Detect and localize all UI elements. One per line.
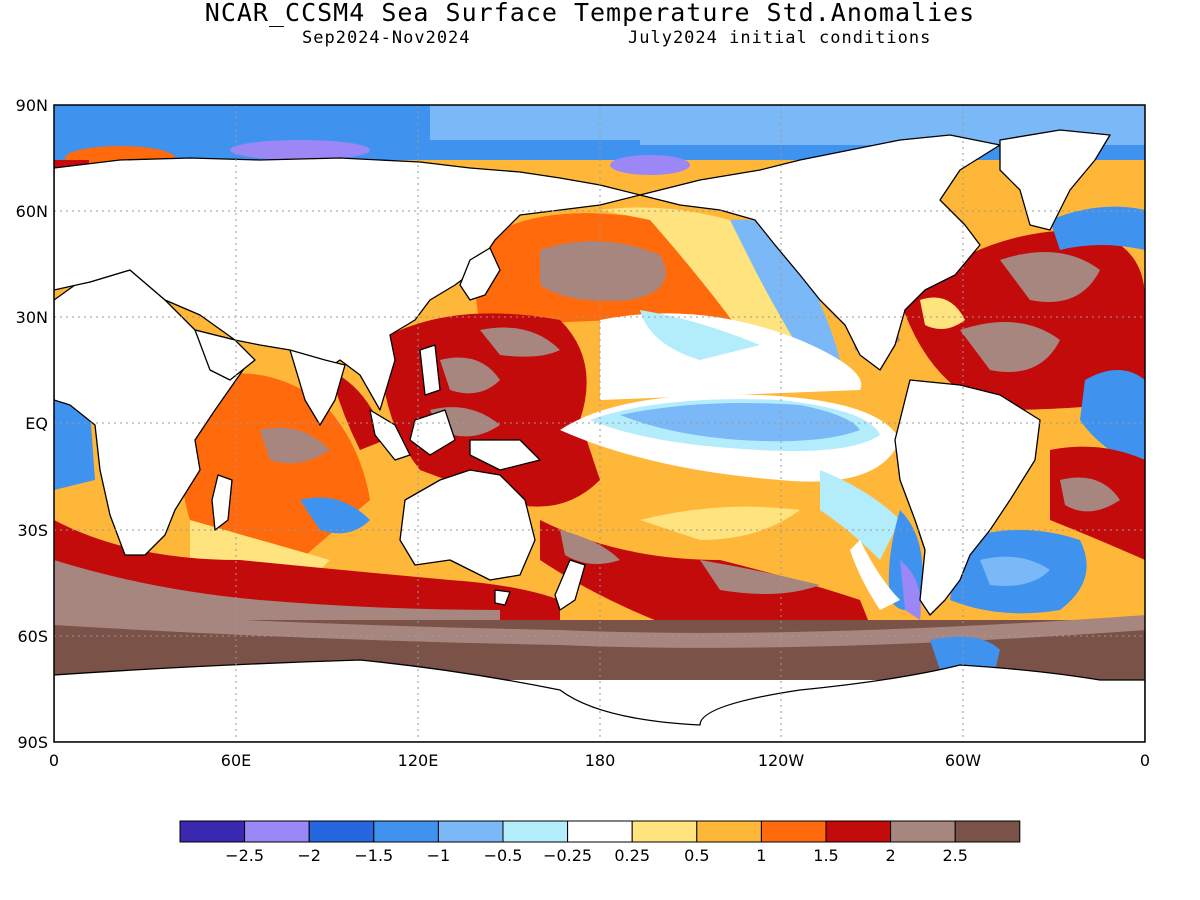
forecast-period: Sep2024-Nov2024 bbox=[302, 28, 471, 48]
lat-tick-label: 90N bbox=[16, 96, 48, 115]
initial-conditions: July2024 initial conditions bbox=[628, 28, 932, 48]
map-frame bbox=[53, 104, 1146, 743]
lon-tick-label: 60E bbox=[221, 751, 251, 770]
lat-tick-label: 30S bbox=[17, 521, 48, 540]
legend-label: 1.5 bbox=[813, 846, 838, 865]
legend-swatch bbox=[502, 820, 569, 843]
lat-tick-label: 60S bbox=[17, 627, 48, 646]
land-philippines bbox=[419, 344, 441, 396]
legend-swatch bbox=[954, 820, 1021, 843]
latitude-axis: 90N 60N 30N EQ 30S 60S 90S bbox=[16, 96, 48, 752]
legend-label: −1 bbox=[427, 846, 451, 865]
land-borneo bbox=[409, 409, 456, 456]
map-area bbox=[54, 105, 1145, 742]
land-new-guinea bbox=[469, 439, 541, 471]
land-eurasia bbox=[54, 157, 641, 411]
lon-tick-label: 180 bbox=[585, 751, 616, 770]
land-japan bbox=[459, 247, 501, 301]
legend-label: −0.5 bbox=[484, 846, 523, 865]
legend-label: 1 bbox=[756, 846, 766, 865]
legend-swatch bbox=[179, 820, 246, 843]
map-title: NCAR_CCSM4 Sea Surface Temperature Std.A… bbox=[204, 0, 976, 27]
legend-label: 2.5 bbox=[942, 846, 967, 865]
legend-label: −1.5 bbox=[354, 846, 393, 865]
lat-tick-label: 90S bbox=[17, 733, 48, 752]
land-antarctica bbox=[54, 659, 1145, 742]
legend-label: 2 bbox=[886, 846, 896, 865]
land-north-america bbox=[639, 134, 1001, 371]
legend-swatch bbox=[567, 820, 633, 843]
legend-swatch bbox=[373, 820, 439, 843]
legend-label: −2 bbox=[297, 846, 321, 865]
gridlines bbox=[54, 105, 1145, 742]
lon-tick-label: 0 bbox=[49, 751, 59, 770]
legend-swatch bbox=[890, 820, 956, 843]
legend-label: −0.25 bbox=[543, 846, 592, 865]
lon-tick-label: 120W bbox=[758, 751, 805, 770]
color-legend: −2.5 −2 −1.5 −1 −0.5 −0.25 0.25 0.5 1 1.5 2 2.5 bbox=[179, 820, 1021, 865]
lon-tick-label: 120E bbox=[398, 751, 439, 770]
longitude-axis: 0 60E 120E 180 120W 60W 0 bbox=[49, 751, 1150, 770]
land-madagascar bbox=[211, 474, 233, 531]
land-new-zealand bbox=[554, 559, 586, 611]
legend-swatch bbox=[437, 820, 504, 843]
lon-tick-label: 0 bbox=[1140, 751, 1150, 770]
lon-tick-label: 60W bbox=[945, 751, 981, 770]
lat-tick-label: 30N bbox=[16, 308, 48, 327]
legend-swatch bbox=[308, 820, 375, 843]
land-greenland bbox=[999, 129, 1111, 231]
legend-label: 0.5 bbox=[684, 846, 709, 865]
lat-tick-label: EQ bbox=[25, 414, 48, 433]
land-india bbox=[289, 349, 346, 426]
lat-tick-label: 60N bbox=[16, 202, 48, 221]
legend-swatch bbox=[696, 820, 762, 843]
legend-label: 0.25 bbox=[614, 846, 650, 865]
land-australia bbox=[399, 469, 536, 581]
legend-swatch bbox=[631, 820, 698, 843]
legend-label: −2.5 bbox=[225, 846, 264, 865]
land-south-america bbox=[894, 379, 1041, 616]
legend-swatch bbox=[760, 820, 827, 843]
land-masses bbox=[54, 129, 1145, 742]
legend-swatch bbox=[825, 820, 892, 843]
land-tasmania bbox=[494, 589, 511, 606]
legend-swatch bbox=[244, 820, 310, 843]
land-arabia bbox=[194, 329, 256, 381]
